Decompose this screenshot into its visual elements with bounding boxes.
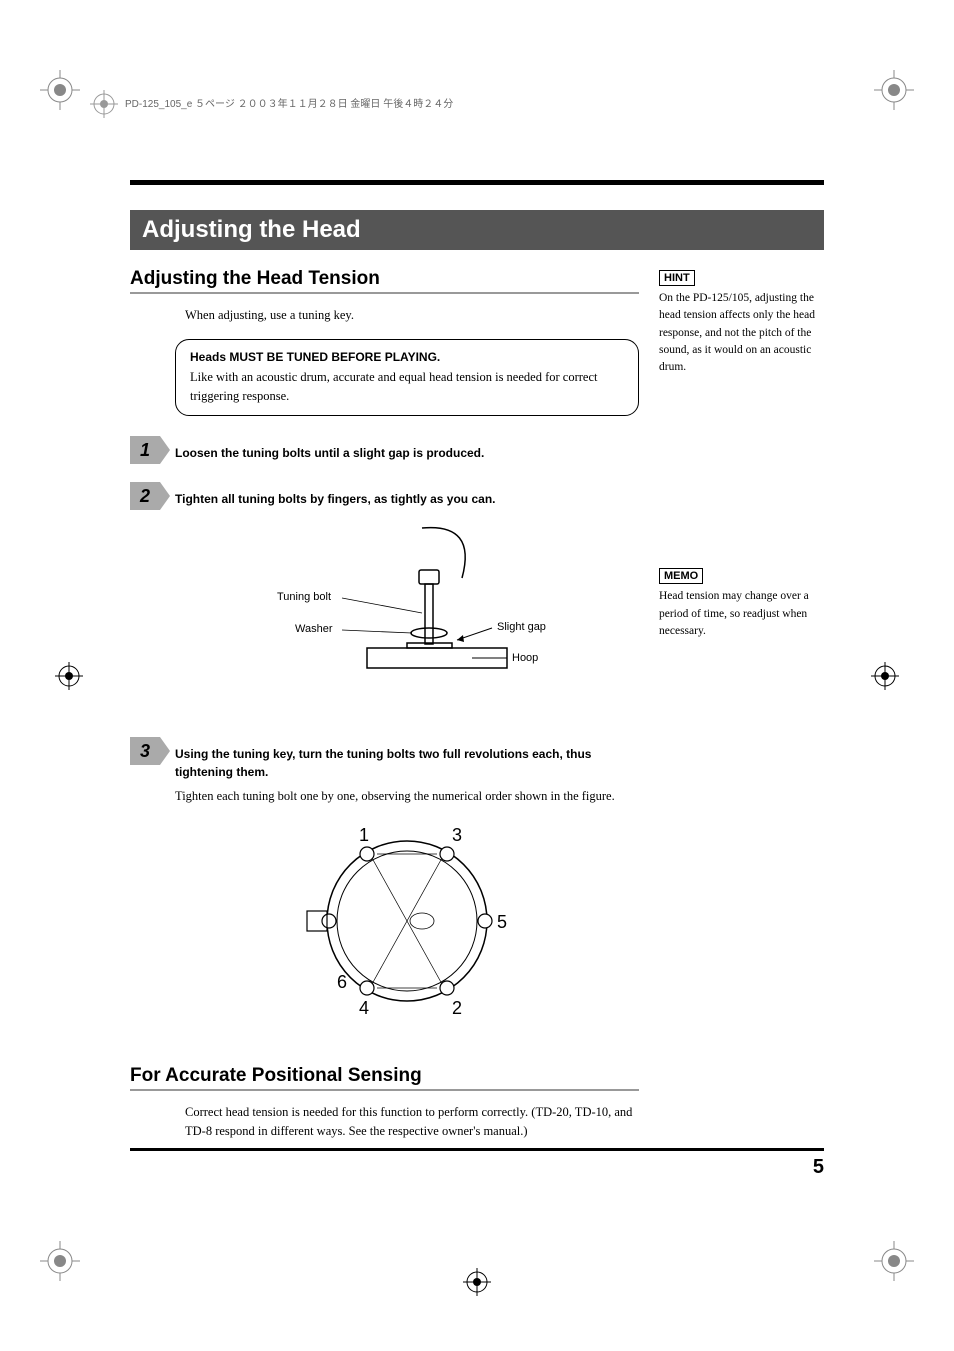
- drum-num-5: 5: [497, 912, 507, 932]
- memo-text: Head tension may change over a period of…: [659, 588, 824, 640]
- drum-num-3: 3: [452, 825, 462, 845]
- positional-text: Correct head tension is needed for this …: [185, 1103, 639, 1141]
- intro-text: When adjusting, use a tuning key.: [185, 306, 639, 325]
- memo-block: MEMO Head tension may change over a peri…: [659, 566, 824, 640]
- section-title-tension: Adjusting the Head Tension: [130, 268, 639, 294]
- reg-mark-left: [55, 662, 83, 690]
- drum-num-1: 1: [359, 825, 369, 845]
- memo-label: MEMO: [659, 568, 703, 584]
- main-column: Adjusting the Head Tension When adjustin…: [130, 268, 639, 1155]
- page-number: 5: [813, 1156, 824, 1179]
- hint-text: On the PD-125/105, adjusting the head te…: [659, 290, 824, 376]
- main-title: Adjusting the Head: [130, 210, 824, 250]
- crop-mark-br: [874, 1241, 914, 1281]
- step-number: 2: [130, 482, 160, 510]
- step-1: 1 Loosen the tuning bolts until a slight…: [130, 436, 639, 468]
- step-text: Tighten each tuning bolt one by one, obs…: [175, 787, 639, 806]
- step-2: 2 Tighten all tuning bolts by fingers, a…: [130, 482, 639, 723]
- top-rule: [130, 180, 824, 185]
- step-title: Tighten all tuning bolts by fingers, as …: [175, 490, 639, 508]
- side-column: HINT On the PD-125/105, adjusting the he…: [659, 268, 824, 1155]
- step-3: 3 Using the tuning key, turn the tuning …: [130, 737, 639, 1051]
- page-content: Adjusting the Head Adjusting the Head Te…: [130, 180, 824, 1171]
- hint-block: HINT On the PD-125/105, adjusting the he…: [659, 268, 824, 376]
- label-tuning-bolt: Tuning bolt: [277, 591, 331, 603]
- label-washer: Washer: [295, 623, 333, 635]
- section-title-positional: For Accurate Positional Sensing: [130, 1065, 639, 1091]
- step-title: Using the tuning key, turn the tuning bo…: [175, 745, 639, 781]
- diagram-drum-top: 1 3 5 2 4 6: [175, 816, 639, 1031]
- reg-mark-bottom: [463, 1268, 491, 1296]
- step-number: 3: [130, 737, 160, 765]
- label-slight-gap: Slight gap: [497, 621, 546, 633]
- doc-header-info: PD-125_105_e ５ページ ２００３年１１月２８日 金曜日 午後４時２４…: [125, 95, 453, 110]
- drum-num-4: 4: [359, 998, 369, 1018]
- warning-note-box: Heads MUST BE TUNED BEFORE PLAYING. Like…: [175, 339, 639, 417]
- crop-mark-tl: [40, 70, 80, 110]
- crop-mark-tr: [874, 70, 914, 110]
- drum-num-2: 2: [452, 998, 462, 1018]
- note-title: Heads MUST BE TUNED BEFORE PLAYING.: [190, 350, 624, 364]
- bottom-rule: [130, 1148, 824, 1151]
- step-number: 1: [130, 436, 160, 464]
- step-title: Loosen the tuning bolts until a slight g…: [175, 444, 639, 462]
- note-text: Like with an acoustic drum, accurate and…: [190, 368, 624, 406]
- hint-label: HINT: [659, 270, 695, 286]
- drum-num-6: 6: [337, 972, 347, 992]
- label-hoop: Hoop: [512, 652, 538, 664]
- reg-mark-right: [871, 662, 899, 690]
- diagram-bolt-gap: Tuning bolt Washer Slight gap Hoop: [175, 518, 639, 703]
- reg-mark-header: [90, 90, 118, 118]
- crop-mark-bl: [40, 1241, 80, 1281]
